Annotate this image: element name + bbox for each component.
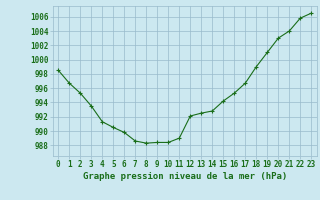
X-axis label: Graphe pression niveau de la mer (hPa): Graphe pression niveau de la mer (hPa) [83, 172, 287, 181]
